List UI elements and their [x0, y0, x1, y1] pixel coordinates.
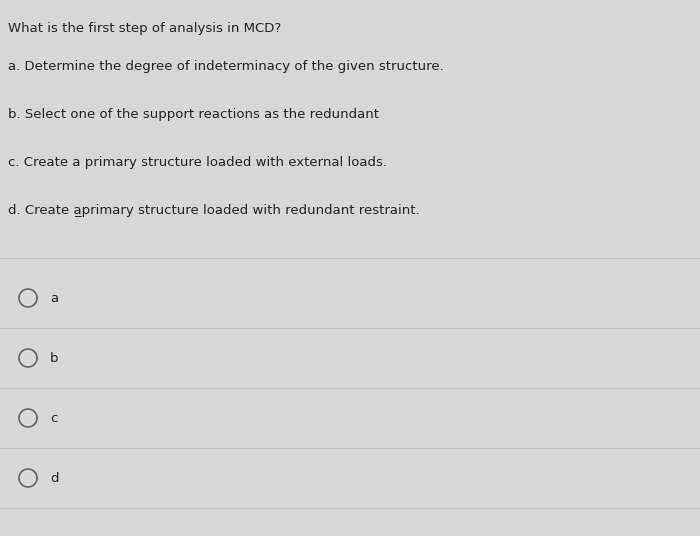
Text: a: a [50, 292, 58, 304]
Text: What is the first step of analysis in MCD?: What is the first step of analysis in MC… [8, 22, 281, 35]
Text: c. Create a primary structure loaded with external loads.: c. Create a primary structure loaded wit… [8, 156, 387, 169]
Text: b. Select one of the support reactions as the redundant: b. Select one of the support reactions a… [8, 108, 379, 121]
Text: b: b [50, 352, 59, 364]
Text: c: c [50, 412, 57, 425]
Text: d. Create a̲primary structure loaded with redundant restraint.: d. Create a̲primary structure loaded wit… [8, 204, 419, 217]
Text: d: d [50, 472, 59, 485]
Text: a. Determine the degree of indeterminacy of the given structure.: a. Determine the degree of indeterminacy… [8, 60, 444, 73]
